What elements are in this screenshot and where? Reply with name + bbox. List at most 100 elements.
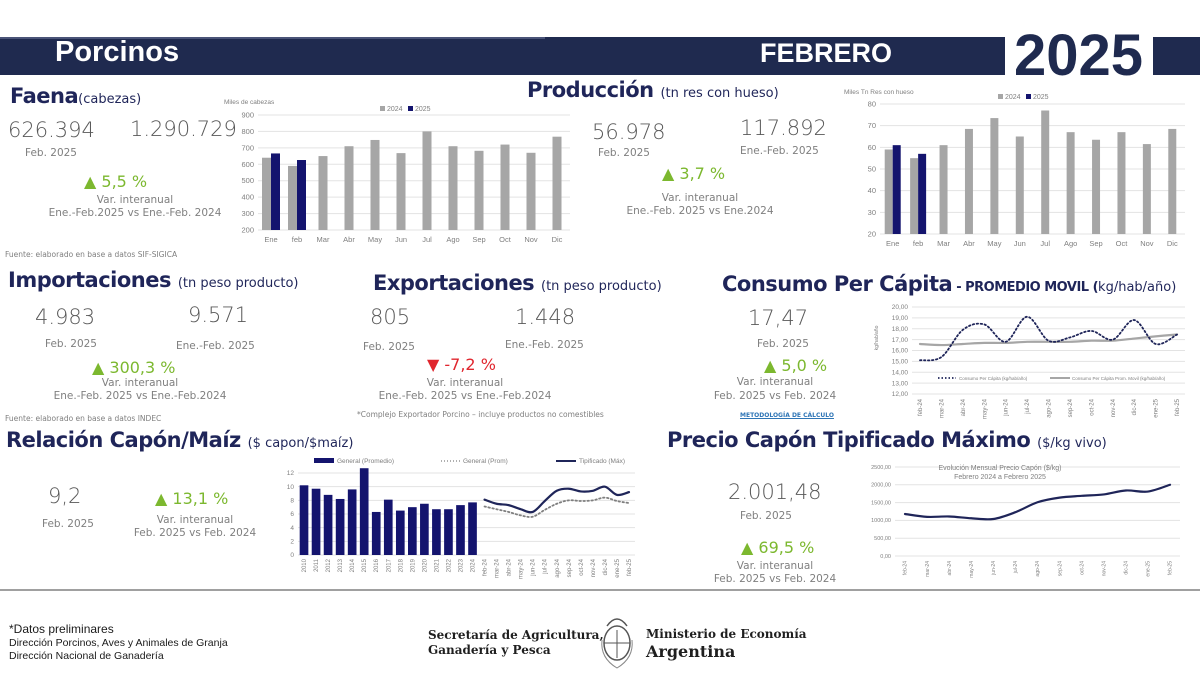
y-tick-label: 1500,00 xyxy=(871,500,891,506)
bar-2010 xyxy=(299,485,309,555)
x-tick-label: 2020 xyxy=(422,558,428,572)
bar-2014 xyxy=(347,489,357,555)
y-tick-label: 60 xyxy=(868,143,876,152)
x-tick-label: jun-24 xyxy=(991,561,997,576)
consumo-var-period: Feb. 2025 vs Feb. 2024 xyxy=(713,390,837,402)
y-axis-label: Miles Tn Res con hueso xyxy=(844,89,914,96)
importaciones-title: Importaciones (tn peso producto) xyxy=(8,268,299,292)
x-tick-label: abr-24 xyxy=(947,561,953,576)
bar-2024-Sep xyxy=(474,150,484,230)
x-tick-label: abr-24 xyxy=(507,558,513,576)
capon-maiz-title-text: Relación Capón/Maíz xyxy=(6,428,241,452)
secretaria-line1: Secretaría de Agricultura, xyxy=(428,628,604,642)
precio-value-month: 2.001,48 xyxy=(728,480,822,504)
report-year: 2025 xyxy=(1014,23,1144,88)
y-tick-label: 0,00 xyxy=(880,554,891,560)
y-tick-label: 17,00 xyxy=(892,337,909,344)
exportaciones-note: *Complejo Exportador Porcino – incluye p… xyxy=(357,410,604,419)
metodologia-link[interactable]: METODOLOGÍA DE CÁLCULO xyxy=(740,412,834,419)
y-tick-label: 20 xyxy=(868,230,876,239)
triangle-up-icon: ▲ xyxy=(764,356,782,375)
precio-title: Precio Capón Tipificado Máximo ($/kg viv… xyxy=(667,428,1107,452)
x-tick-label: 2017 xyxy=(386,558,392,572)
x-tick-label: 2024 xyxy=(471,558,477,572)
y-tick-label: 900 xyxy=(241,111,254,120)
bar-2024-Ago xyxy=(448,146,458,230)
y-tick-label: 16,00 xyxy=(892,348,909,355)
exportaciones-label-accum: Ene.-Feb. 2025 xyxy=(505,339,584,351)
y-tick-label: 0 xyxy=(290,552,294,559)
legend-swatch-general-promedio xyxy=(314,458,334,463)
capon-maiz-var-label: Var. interanual xyxy=(156,514,234,526)
x-tick-label: nov-24 xyxy=(1101,561,1107,577)
y-tick-label: 1000,00 xyxy=(871,518,891,524)
bar-2018 xyxy=(395,510,405,555)
x-tick-label: Abr xyxy=(963,239,975,248)
x-tick-label: mar-24 xyxy=(925,561,931,577)
x-tick-label: dic-24 xyxy=(1124,561,1130,575)
y-tick-label: 300 xyxy=(241,209,254,218)
triangle-up-icon: ▲ xyxy=(84,172,102,191)
header-band-highlight xyxy=(0,37,545,39)
produccion-value-accum: 117.892 xyxy=(740,116,827,140)
x-tick-label: feb xyxy=(292,235,302,244)
capon-maiz-variation: ▲ 13,1 % xyxy=(155,489,228,508)
consumo-var-label: Var. interanual xyxy=(736,376,814,388)
exportaciones-variation: ▼ -7,2 % xyxy=(427,355,496,374)
produccion-value-month: 56.978 xyxy=(592,120,666,144)
footer-divider xyxy=(0,589,1200,591)
bar-2024-Oct xyxy=(1117,132,1126,234)
x-tick-label: Jun xyxy=(395,235,407,244)
triangle-up-icon: ▲ xyxy=(155,489,173,508)
capon-maiz-chart: 0 2 4 6 8 10 12 General (Promedio) General (Prom… xyxy=(287,458,635,579)
x-tick-label: ene-25 xyxy=(615,558,621,577)
exportaciones-variation-value: -7,2 % xyxy=(444,355,496,374)
bar-2024-Jul xyxy=(1041,110,1050,234)
y-tick-label: 700 xyxy=(241,143,254,152)
precio-var-period: Feb. 2025 vs Feb. 2024 xyxy=(713,573,837,585)
bar-2025-Ene xyxy=(892,145,901,234)
footer-line1: Dirección Porcinos, Aves y Animales de G… xyxy=(9,637,228,649)
x-tick-label: sep-24 xyxy=(567,558,573,577)
consumo-title: Consumo Per Cápita - PROMEDIO MOVIL (kg/… xyxy=(722,272,1176,296)
x-tick-label: 2022 xyxy=(446,558,452,572)
x-tick-label: nov-24 xyxy=(1111,398,1117,417)
produccion-variation: ▲ 3,7 % xyxy=(662,164,725,183)
y-tick-label: 6 xyxy=(290,511,294,518)
x-tick-label: Mar xyxy=(317,235,330,244)
x-tick-label: Oct xyxy=(499,235,512,244)
x-tick-label: ago-24 xyxy=(1047,398,1053,417)
exportaciones-value-accum: 1.448 xyxy=(515,305,576,329)
consumo-subtitle: - PROMEDIO MOVIL ( xyxy=(952,280,1099,295)
x-tick-label: may-24 xyxy=(982,398,988,419)
y-tick-label: 30 xyxy=(868,208,876,217)
x-tick-label: Mar xyxy=(937,239,950,248)
x-tick-label: feb-25 xyxy=(1168,561,1174,575)
capon-maiz-value-month: 9,2 xyxy=(48,484,82,508)
x-tick-label: 2023 xyxy=(458,558,464,572)
x-tick-label: 2014 xyxy=(350,558,356,572)
x-tick-label: 2016 xyxy=(374,558,380,572)
chart-title: Evolución Mensual Precio Capón ($/kg) xyxy=(939,465,1062,472)
capon-maiz-title: Relación Capón/Maíz ($ capon/$maíz) xyxy=(6,428,353,452)
bar-2024-Mar xyxy=(939,145,948,234)
importaciones-label-month: Feb. 2025 xyxy=(45,338,97,350)
precio-chart: 0,00 500,00 1000,00 1500,00 2000,00 2500,00 Ev… xyxy=(871,465,1180,578)
faena-variation-value: 5,5 % xyxy=(101,172,148,191)
bar-2023 xyxy=(456,505,465,555)
bar-2017 xyxy=(383,499,393,555)
bar-2024-Jun xyxy=(396,153,406,230)
triangle-up-icon: ▲ xyxy=(92,358,110,377)
bar-2024-Sep xyxy=(1092,139,1101,234)
importaciones-source: Fuente: elaborado en base a datos INDEC xyxy=(5,414,162,423)
y-tick-label: 18,00 xyxy=(892,326,909,333)
consumo-title-text: Consumo Per Cápita xyxy=(722,272,953,296)
capon-maiz-variation-value: 13,1 % xyxy=(172,489,229,508)
y-tick-label: 14,00 xyxy=(892,369,909,376)
produccion-unit: (tn res con hueso) xyxy=(660,86,779,101)
faena-var-label: Var. interanual xyxy=(96,194,174,206)
y-tick-label: 400 xyxy=(241,193,254,202)
x-tick-label: feb xyxy=(913,239,923,248)
bar-2020 xyxy=(420,503,429,555)
y-tick-label: 20,00 xyxy=(892,304,909,311)
